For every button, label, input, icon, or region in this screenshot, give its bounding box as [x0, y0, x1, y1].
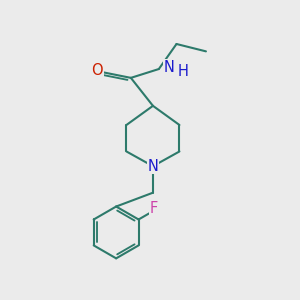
- Text: N: N: [164, 60, 175, 75]
- Text: F: F: [150, 201, 158, 216]
- Text: H: H: [178, 64, 189, 79]
- Text: O: O: [91, 63, 103, 78]
- Text: N: N: [148, 159, 158, 174]
